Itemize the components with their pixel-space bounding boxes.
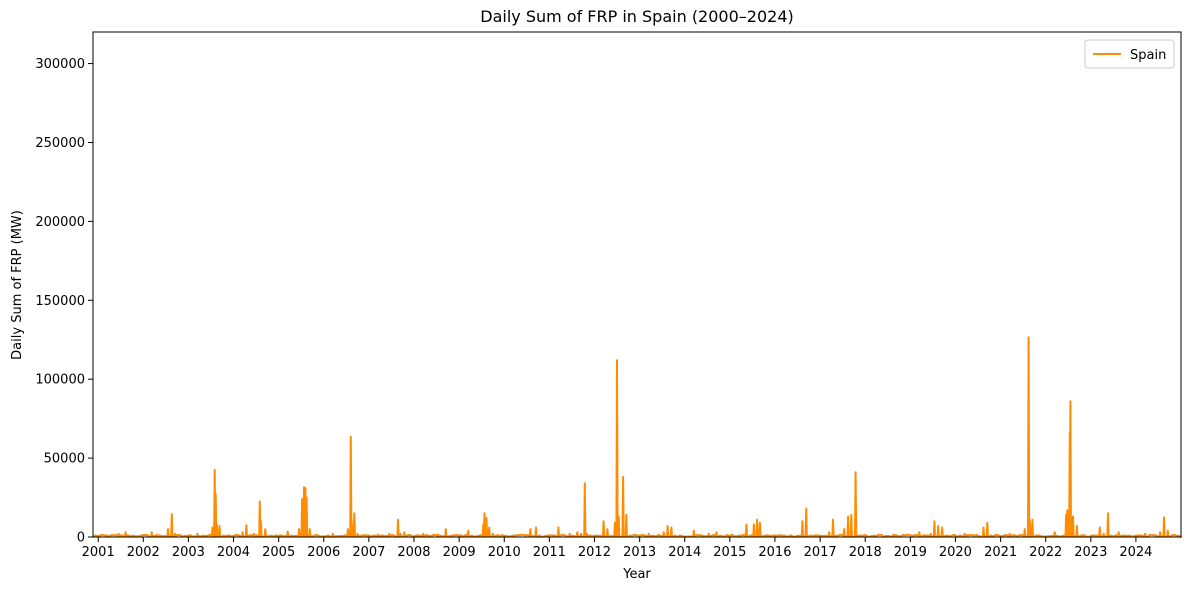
series-line-spain bbox=[92, 336, 1183, 538]
plot-area bbox=[92, 336, 1183, 538]
legend: Spain bbox=[1084, 39, 1175, 69]
x-tick-label: 2011 bbox=[533, 545, 566, 560]
x-tick-label: 2001 bbox=[82, 545, 115, 560]
x-tick-label: 2020 bbox=[939, 545, 972, 560]
x-tick-label: 2016 bbox=[758, 545, 791, 560]
plot-frame bbox=[92, 31, 1182, 538]
y-axis: 0 50000 100000 150000 200000 250000 300000 bbox=[35, 57, 93, 546]
y-tick-label: 300000 bbox=[35, 57, 85, 72]
x-tick-label: 2015 bbox=[713, 545, 746, 560]
chart-title: Daily Sum of FRP in Spain (2000–2024) bbox=[480, 7, 793, 26]
y-tick-label: 100000 bbox=[35, 373, 85, 388]
x-tick-label: 2024 bbox=[1119, 545, 1152, 560]
x-tick-label: 2009 bbox=[443, 545, 476, 560]
x-tick-label: 2018 bbox=[849, 545, 882, 560]
x-tick-label: 2014 bbox=[668, 545, 701, 560]
x-tick-label: 2002 bbox=[127, 545, 160, 560]
x-tick-label: 2021 bbox=[984, 545, 1017, 560]
x-tick-label: 2023 bbox=[1074, 545, 1107, 560]
legend-box bbox=[1084, 39, 1175, 69]
y-tick-label: 250000 bbox=[35, 136, 85, 151]
x-tick-label: 2019 bbox=[894, 545, 927, 560]
x-tick-label: 2006 bbox=[307, 545, 340, 560]
y-tick-label: 150000 bbox=[35, 294, 85, 309]
x-tick-label: 2007 bbox=[352, 545, 385, 560]
x-tick-label: 2022 bbox=[1029, 545, 1062, 560]
x-tick-label: 2013 bbox=[623, 545, 656, 560]
x-tick-label: 2012 bbox=[578, 545, 611, 560]
x-tick-label: 2008 bbox=[397, 545, 430, 560]
y-axis-label: Daily Sum of FRP (MW) bbox=[10, 210, 25, 360]
y-tick-label: 0 bbox=[77, 531, 85, 546]
x-tick-label: 2004 bbox=[217, 545, 250, 560]
x-tick-label: 2005 bbox=[262, 545, 295, 560]
x-axis: 2001 2002 2003 2004 2005 2006 2007 2008 2009 2010… bbox=[82, 537, 1152, 560]
x-axis-label: Year bbox=[622, 567, 651, 582]
y-tick-label: 200000 bbox=[35, 215, 85, 230]
x-tick-label: 2017 bbox=[804, 545, 837, 560]
x-tick-label: 2003 bbox=[172, 545, 205, 560]
x-tick-label: 2010 bbox=[488, 545, 521, 560]
y-tick-label: 50000 bbox=[44, 452, 85, 467]
legend-label-spain: Spain bbox=[1130, 48, 1166, 63]
